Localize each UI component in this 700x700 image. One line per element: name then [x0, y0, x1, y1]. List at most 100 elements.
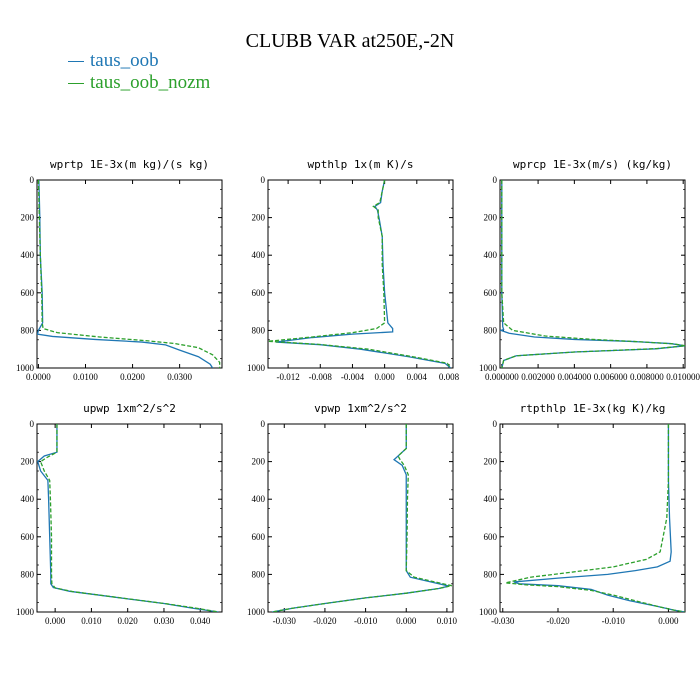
series-line-taus-oob [37, 180, 214, 368]
y-tick-label: 200 [484, 457, 498, 467]
x-tick-label: 0.000 [45, 616, 66, 626]
legend-swatch [68, 61, 84, 63]
y-tick-label: 600 [484, 532, 498, 542]
y-tick-label: 0 [261, 419, 266, 429]
y-tick-label: 600 [252, 288, 266, 298]
x-tick-label: 0.002000 [521, 372, 555, 382]
panel-title: rtpthlp 1E-3x(kg K)/kg [520, 402, 666, 415]
legend-swatch [68, 83, 84, 85]
y-tick-label: 200 [21, 213, 35, 223]
series-line-taus-oob-nozm [268, 180, 452, 368]
x-tick-label: 0.004000 [557, 372, 591, 382]
x-tick-label: 0.010000 [666, 372, 700, 382]
y-tick-label: 0 [493, 175, 498, 185]
y-tick-label: 200 [21, 457, 35, 467]
series-line-taus-oob-nozm [37, 180, 221, 368]
x-tick-label: -0.020 [546, 616, 570, 626]
series-line-taus-oob [275, 180, 452, 368]
plot-frame [499, 423, 686, 613]
y-tick-label: 800 [21, 325, 35, 335]
x-tick-label: -0.012 [276, 372, 299, 382]
panel-title: wprtp 1E-3x(m kg)/(s kg) [50, 158, 209, 171]
x-tick-label: 0.010 [437, 616, 458, 626]
x-tick-label: 0.000000 [485, 372, 519, 382]
plot-frame [499, 179, 686, 369]
y-tick-label: 400 [484, 494, 498, 504]
x-tick-label: 0.020 [118, 616, 139, 626]
y-tick-label: 200 [252, 457, 266, 467]
series-line-taus-oob-nozm [271, 424, 452, 612]
x-tick-label: 0.040 [190, 616, 211, 626]
y-tick-label: 0 [30, 175, 35, 185]
y-tick-label: 600 [21, 288, 35, 298]
y-tick-label: 1000 [247, 607, 266, 617]
chart-title: CLUBB VAR at250E,-2N [245, 30, 455, 52]
x-tick-label: -0.004 [341, 372, 365, 382]
legend-item-taus-oob-nozm: taus_oob_nozm [68, 72, 210, 94]
plot-frame [267, 179, 454, 369]
x-tick-label: 0.030 [154, 616, 175, 626]
x-tick-label: -0.008 [309, 372, 333, 382]
panel-title: wprcp 1E-3x(m/s) (kg/kg) [513, 158, 672, 171]
x-tick-label: 0.000 [375, 372, 396, 382]
x-tick-label: 0.0200 [120, 372, 145, 382]
y-tick-label: 400 [21, 250, 35, 260]
panel-title: wpthlp 1x(m K)/s [308, 158, 414, 171]
y-tick-label: 1000 [247, 363, 266, 373]
plot-frame [36, 423, 223, 613]
panel-5: rtpthlp 1E-3x(kg K)/kg02004006008001000-… [479, 402, 686, 626]
legend-label: taus_oob_nozm [90, 72, 211, 93]
x-tick-label: -0.020 [313, 616, 337, 626]
x-tick-label: 0.0000 [26, 372, 51, 382]
panel-1: wpthlp 1x(m K)/s02004006008001000-0.012-… [247, 158, 460, 382]
x-tick-label: 0.010 [81, 616, 102, 626]
x-tick-label: 0.000 [658, 616, 679, 626]
series-line-taus-oob [500, 180, 685, 368]
legend-item-taus-oob: taus_oob [68, 50, 210, 72]
x-tick-label: -0.030 [491, 616, 515, 626]
x-tick-label: -0.030 [273, 616, 297, 626]
y-tick-label: 400 [21, 494, 35, 504]
x-tick-label: -0.010 [354, 616, 378, 626]
series-line-taus-oob-nozm [39, 424, 219, 612]
legend: taus_oob taus_oob_nozm [68, 50, 210, 94]
panel-3: upwp 1xm^2/s^2 0 200 400 600 800 1000 0.000 0.01… [16, 402, 223, 626]
x-tick-label: -0.010 [602, 616, 626, 626]
y-tick-label: 1000 [16, 363, 35, 373]
series-line-taus-oob [37, 424, 219, 612]
x-tick-label: 0.0100 [73, 372, 98, 382]
y-tick-label: 800 [484, 569, 498, 579]
x-tick-label: 0.008 [439, 372, 460, 382]
y-tick-label: 600 [484, 288, 498, 298]
y-tick-label: 0 [30, 419, 35, 429]
panel-0: wprtp 1E-3x(m kg)/(s kg) 0 200 400 600 800 100… [16, 158, 223, 382]
x-tick-label: 0.0300 [167, 372, 192, 382]
series-line-taus-oob [513, 424, 685, 612]
y-tick-label: 400 [252, 494, 266, 504]
x-tick-label: 0.000 [396, 616, 417, 626]
y-tick-label: 800 [252, 325, 266, 335]
y-tick-label: 200 [484, 213, 498, 223]
series-line-taus-oob [271, 424, 450, 612]
legend-label: taus_oob [90, 50, 159, 71]
panel-4: vpwp 1xm^2/s^2 0 200 400 600 800 1000 -0.030 -0.… [247, 402, 458, 626]
panel-2: wprcp 1E-3x(m/s) (kg/kg) 0 200 400 600 800 100… [479, 158, 700, 382]
y-tick-label: 1000 [479, 363, 498, 373]
y-tick-label: 1000 [16, 607, 35, 617]
x-tick-label: 0.008000 [630, 372, 664, 382]
y-tick-label: 1000 [479, 607, 498, 617]
y-tick-label: 600 [252, 532, 266, 542]
y-tick-label: 800 [484, 325, 498, 335]
y-tick-label: 400 [252, 250, 266, 260]
panel-title: upwp 1xm^2/s^2 [83, 402, 176, 415]
plot-frame [36, 179, 223, 369]
y-tick-label: 0 [261, 175, 266, 185]
plot-frame [267, 423, 454, 613]
panel-title: vpwp 1xm^2/s^2 [314, 402, 407, 415]
y-tick-label: 400 [484, 250, 498, 260]
y-tick-label: 200 [252, 213, 266, 223]
y-tick-label: 600 [21, 532, 35, 542]
y-tick-label: 0 [493, 419, 498, 429]
y-tick-label: 800 [252, 569, 266, 579]
